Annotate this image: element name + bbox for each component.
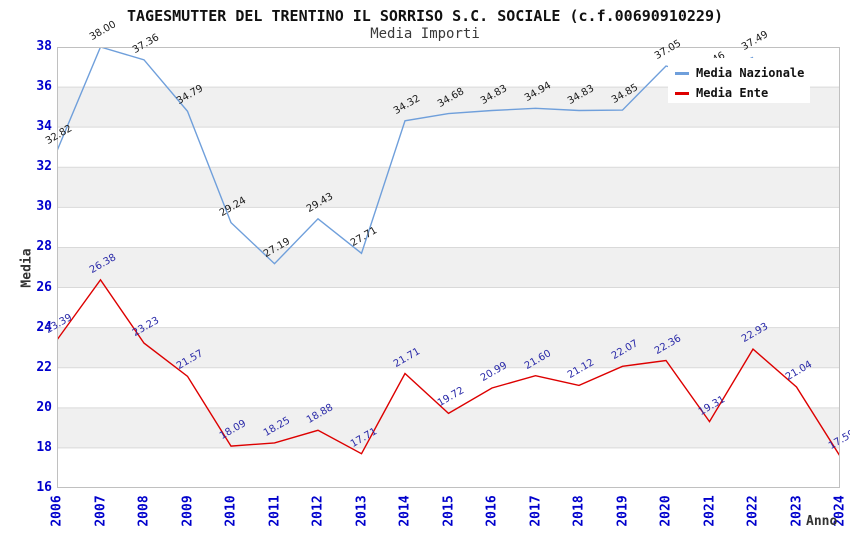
y-tick-label: 18 — [36, 439, 52, 455]
y-tick-label: 28 — [36, 239, 52, 255]
x-tick-label: 2008 — [136, 495, 152, 527]
x-tick-label: 2012 — [310, 495, 326, 527]
x-tick-label: 2017 — [528, 495, 543, 527]
plot-band — [57, 247, 840, 288]
plot-border — [57, 47, 840, 488]
plot-band — [57, 407, 840, 448]
x-axis-title: Anno — [806, 514, 838, 529]
legend-item: Media Ente — [675, 83, 810, 103]
chart-subtitle: Media Importi — [370, 26, 480, 42]
y-tick-label: 22 — [36, 359, 52, 375]
y-tick-label: 26 — [36, 279, 52, 295]
plot-band — [57, 327, 840, 368]
x-tick-label: 2023 — [789, 495, 804, 527]
x-tick-label: 2022 — [745, 495, 761, 527]
y-tick-label: 36 — [36, 79, 52, 95]
series-line — [57, 47, 754, 265]
y-tick-label: 24 — [36, 319, 52, 335]
y-tick-label: 30 — [36, 199, 52, 215]
plot-band — [57, 207, 840, 248]
plot-band — [57, 127, 840, 168]
y-tick-label: 34 — [36, 119, 52, 135]
plot-band — [57, 367, 840, 408]
y-tick-label: 16 — [36, 480, 52, 495]
legend-swatch-icon — [675, 71, 689, 75]
x-tick-label: 2020 — [658, 495, 674, 527]
series-line — [57, 278, 840, 457]
plot-band — [57, 287, 840, 328]
plot-band — [57, 447, 840, 488]
plot-band — [57, 167, 840, 208]
legend-item-label: Media Nazionale — [696, 66, 805, 80]
x-tick-label: 2021 — [702, 495, 717, 527]
legend-item: Media Nazionale — [675, 63, 810, 83]
y-axis-title: Media — [19, 248, 35, 288]
x-tick-label: 2011 — [267, 495, 282, 527]
y-tick-label: 20 — [36, 399, 52, 415]
x-tick-label: 2010 — [223, 495, 239, 527]
x-tick-label: 2006 — [49, 495, 65, 527]
x-tick-label: 2015 — [441, 495, 456, 527]
x-tick-label: 2014 — [397, 495, 413, 527]
y-tick-label: 38 — [36, 39, 52, 54]
legend-swatch-icon — [675, 91, 689, 95]
x-tick-label: 2013 — [354, 495, 369, 527]
y-tick-label: 32 — [36, 159, 52, 175]
legend: Media Nazionale Media Ente — [668, 58, 810, 103]
legend-item-label: Media Ente — [696, 86, 769, 100]
x-tick-label: 2018 — [571, 495, 587, 527]
x-tick-label: 2019 — [615, 495, 630, 527]
x-tick-label: 2009 — [180, 495, 195, 527]
x-tick-label: 2007 — [93, 495, 108, 527]
chart-title: TAGESMUTTER DEL TRENTINO IL SORRISO S.C.… — [126, 7, 724, 25]
x-tick-label: 2016 — [484, 495, 500, 527]
plot-area — [57, 47, 840, 488]
